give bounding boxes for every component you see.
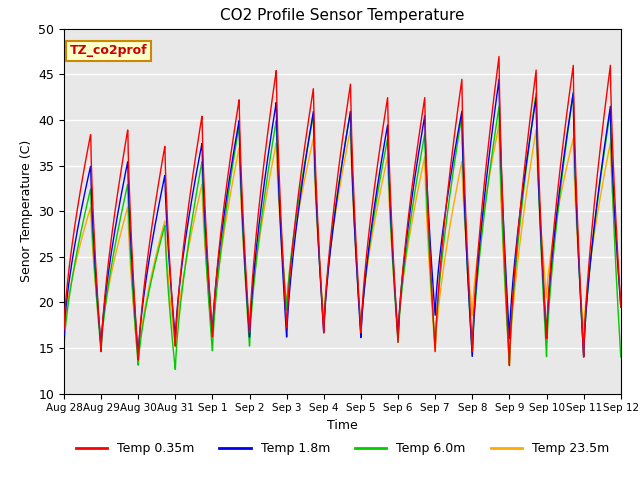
Temp 0.35m (60, 327, 68, 333)
Temp 1.8m (546, 276, 554, 282)
Temp 6.0m (157, 239, 164, 245)
Temp 1.8m (580, 354, 588, 360)
Temp 6.0m (606, 109, 614, 115)
Temp 6.0m (617, 354, 625, 360)
Temp 6.0m (274, 164, 282, 169)
Temp 1.8m (157, 193, 164, 199)
Text: TZ_co2prof: TZ_co2prof (70, 44, 147, 57)
Temp 23.5m (495, 122, 503, 128)
Temp 6.0m (570, 90, 577, 96)
Temp 23.5m (298, 192, 305, 198)
Temp 6.0m (546, 290, 554, 296)
Temp 1.8m (606, 105, 614, 110)
Temp 0.35m (124, 128, 131, 134)
Temp 0.35m (157, 168, 164, 174)
Temp 1.8m (298, 184, 305, 190)
Title: CO2 Profile Sensor Temperature: CO2 Profile Sensor Temperature (220, 9, 465, 24)
Temp 1.8m (60, 331, 68, 337)
Temp 0.35m (617, 304, 625, 310)
Line: Temp 0.35m: Temp 0.35m (64, 57, 621, 365)
Line: Temp 6.0m: Temp 6.0m (64, 93, 621, 369)
Temp 0.35m (506, 362, 513, 368)
Legend: Temp 0.35m, Temp 1.8m, Temp 6.0m, Temp 23.5m: Temp 0.35m, Temp 1.8m, Temp 6.0m, Temp 2… (70, 437, 614, 460)
Temp 1.8m (495, 76, 503, 82)
Temp 1.8m (617, 304, 625, 310)
Temp 0.35m (606, 64, 614, 70)
Temp 1.8m (124, 160, 131, 166)
Temp 23.5m (274, 176, 282, 181)
X-axis label: Time: Time (327, 419, 358, 432)
Temp 6.0m (172, 366, 179, 372)
Temp 6.0m (298, 177, 306, 183)
Line: Temp 23.5m: Temp 23.5m (64, 125, 621, 366)
Temp 23.5m (124, 205, 131, 211)
Temp 0.35m (274, 124, 282, 130)
Y-axis label: Senor Temperature (C): Senor Temperature (C) (20, 140, 33, 282)
Temp 23.5m (157, 234, 164, 240)
Temp 23.5m (617, 300, 625, 305)
Line: Temp 1.8m: Temp 1.8m (64, 79, 621, 357)
Temp 23.5m (60, 331, 68, 337)
Temp 1.8m (274, 151, 282, 156)
Temp 6.0m (124, 182, 131, 188)
Temp 0.35m (547, 268, 554, 274)
Temp 23.5m (547, 255, 554, 261)
Temp 6.0m (60, 345, 68, 351)
Temp 23.5m (506, 363, 513, 369)
Temp 0.35m (298, 166, 305, 172)
Temp 23.5m (606, 141, 614, 146)
Temp 0.35m (495, 54, 503, 60)
